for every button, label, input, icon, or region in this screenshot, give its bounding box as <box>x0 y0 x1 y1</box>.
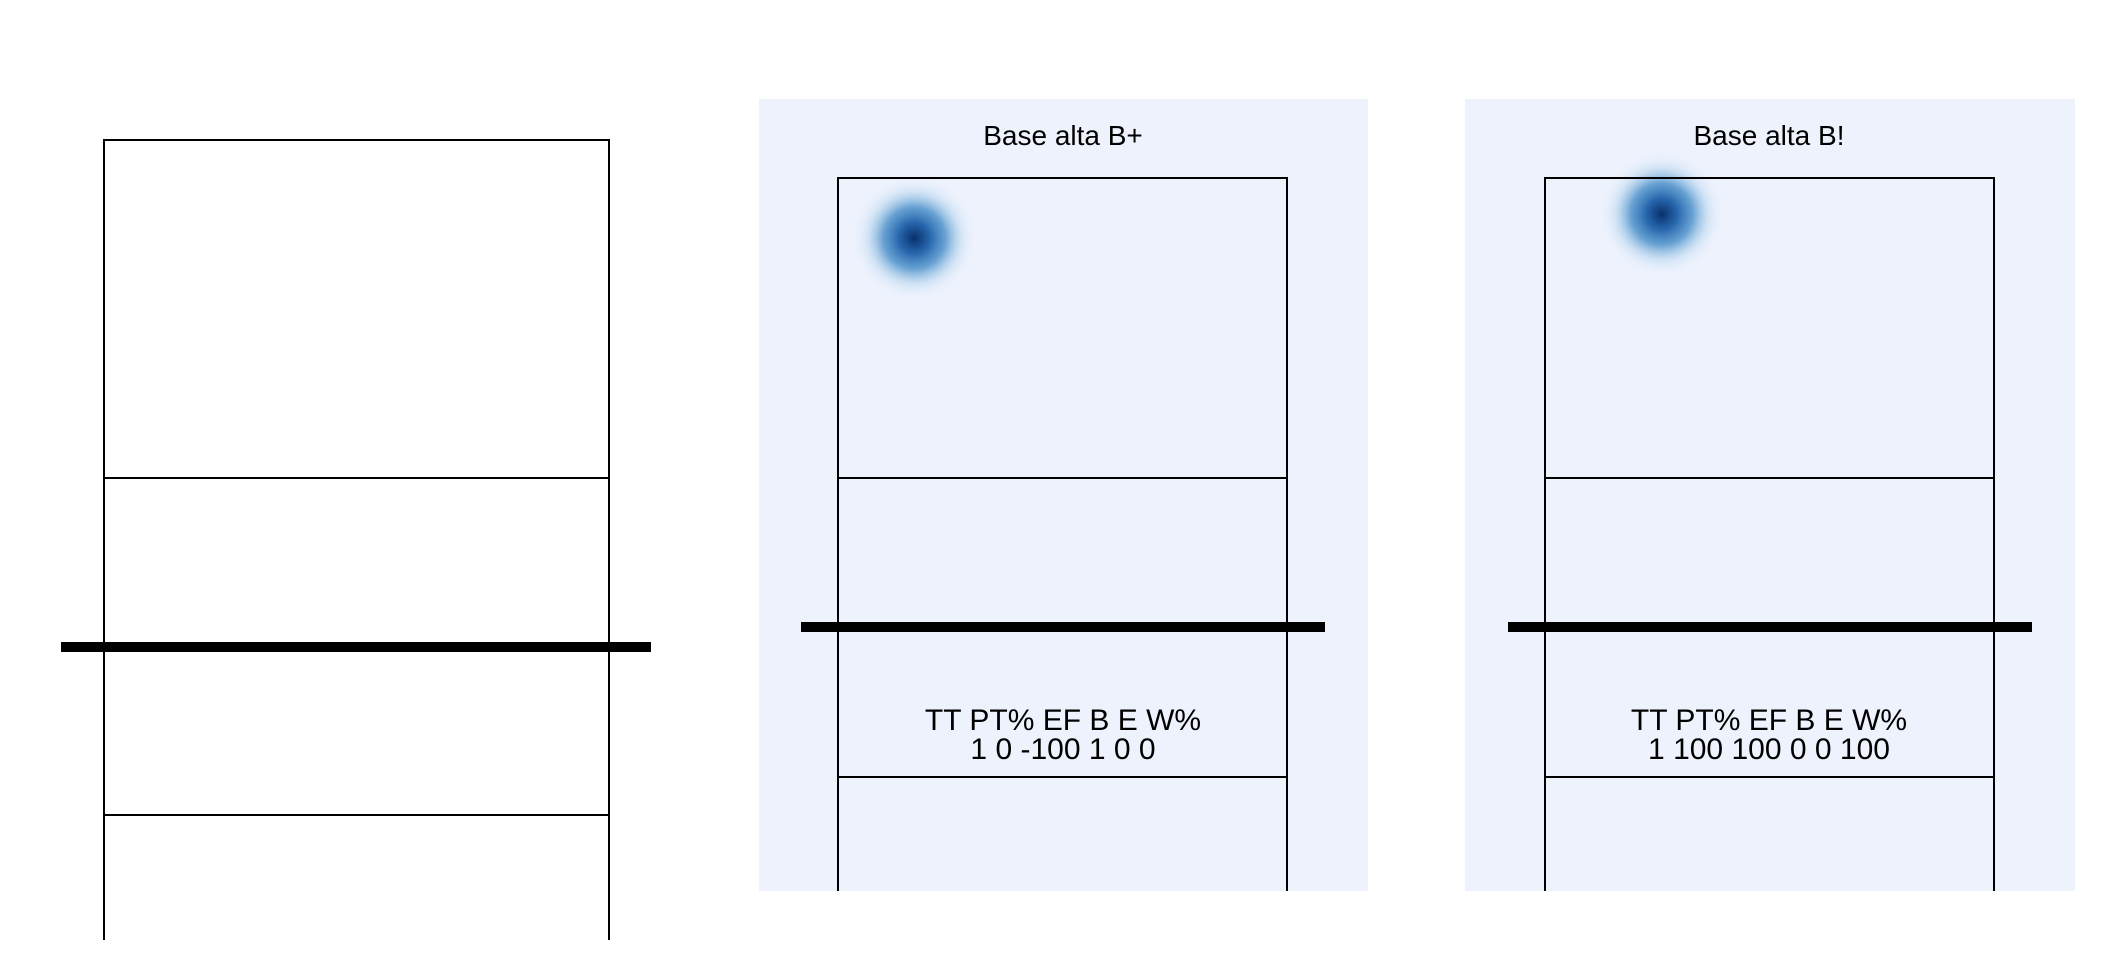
heat-layer <box>852 176 977 300</box>
court-panel-b-plus: Base alta B+ TT PT% EF B E W% 1 0 -100 1… <box>759 99 1368 891</box>
heat-layer <box>1599 152 1724 276</box>
heat-spot <box>1599 152 1724 276</box>
panel-title: Base alta B+ <box>983 120 1143 151</box>
heat-spot <box>852 176 977 300</box>
stats-headers: TT PT% EF B E W% <box>925 704 1201 737</box>
court-outline-top <box>103 139 610 479</box>
court-panel-empty <box>61 139 651 940</box>
panel-title: Base alta B! <box>1694 120 1845 151</box>
stats-values: 1 100 100 0 0 100 <box>1648 733 1890 766</box>
stats-values: 1 0 -100 1 0 0 <box>970 733 1155 766</box>
stats-headers: TT PT% EF B E W% <box>1631 704 1907 737</box>
panel-background <box>759 99 1368 891</box>
panel-background <box>1465 99 2075 891</box>
court-panel-b-exclaim: Base alta B! TT PT% EF B E W% 1 100 100 … <box>1465 99 2075 891</box>
